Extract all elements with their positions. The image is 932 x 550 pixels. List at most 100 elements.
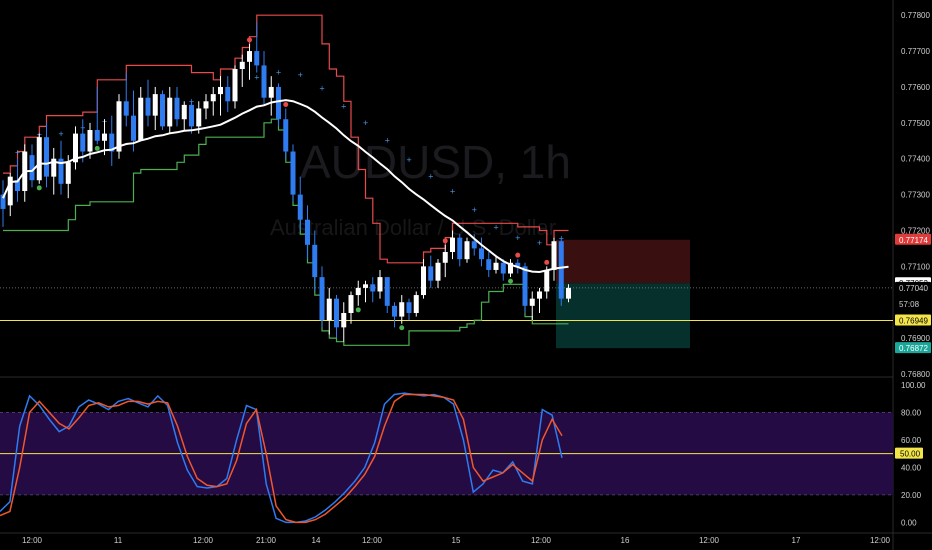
oscillator-midline-tag: 50.00 [895, 447, 923, 459]
candle-body [51, 158, 57, 177]
candle [123, 72, 129, 127]
candle [225, 76, 231, 113]
candle [406, 298, 412, 321]
candle-body [486, 259, 492, 270]
candle [326, 287, 332, 335]
candle [116, 94, 122, 159]
candle-body [551, 241, 557, 270]
price-tag: 0.77040 [895, 281, 931, 293]
oscillator-tick-label: 100.00 [901, 381, 926, 390]
price-tick-label: 0.77500 [901, 119, 930, 128]
candle [174, 86, 180, 127]
dotted-level-marker: + [254, 74, 260, 82]
candle-body [305, 219, 310, 245]
pivot-high-dot [442, 238, 448, 244]
candle-body [210, 94, 216, 102]
dotted-level-marker: + [493, 223, 499, 231]
candle-body [348, 295, 354, 313]
candle-body [435, 262, 441, 281]
candle [0, 180, 6, 227]
candle [544, 266, 550, 299]
candle [464, 237, 470, 263]
candle-body [384, 277, 390, 306]
oscillator-k-line [0, 392, 563, 524]
candle [312, 230, 318, 292]
candle [479, 237, 484, 267]
dotted-level-marker: + [15, 149, 21, 157]
candle-body [464, 241, 470, 260]
candle [413, 291, 419, 317]
time-tick-label: 12:00 [531, 536, 552, 545]
price-tag-label: 57:08 [899, 300, 920, 309]
candle [558, 237, 564, 306]
price-tag-label: 0.76949 [899, 317, 928, 326]
candle-body [203, 101, 209, 109]
candle-body [225, 86, 231, 102]
candle-body [65, 162, 71, 184]
moving-average-line [2, 99, 569, 274]
candle-body [341, 313, 347, 328]
candle [399, 295, 405, 324]
candle-body [515, 262, 521, 267]
pivot-high-dot [544, 259, 550, 265]
dotted-level-marker: + [384, 136, 390, 144]
price-tick-label: 0.77600 [901, 83, 930, 92]
dotted-level-marker: + [276, 68, 282, 76]
candle [334, 295, 339, 339]
oscillator-d-line [0, 393, 563, 524]
candle [283, 108, 289, 159]
candle-body [123, 101, 129, 116]
candle [94, 86, 100, 145]
candle-body [239, 61, 245, 69]
candle [102, 119, 107, 156]
time-tick-label: 11 [114, 536, 123, 545]
candle-body [196, 108, 202, 127]
candle [261, 51, 267, 105]
candle [442, 244, 448, 278]
time-tick-label: 12:00 [870, 536, 891, 545]
candle [131, 90, 136, 152]
candle [363, 280, 368, 303]
dotted-level-marker: + [428, 172, 434, 180]
candle-body [36, 137, 42, 181]
candle [7, 173, 13, 217]
candle [181, 101, 187, 130]
time-tick-label: 12:00 [22, 536, 43, 545]
pivot-low-dot [36, 185, 42, 191]
candle [73, 126, 78, 170]
candle [87, 122, 93, 159]
time-tick-label: 15 [452, 536, 461, 545]
candle [348, 291, 354, 324]
candle-body [94, 130, 100, 141]
price-tag: 0.76872 [895, 342, 931, 354]
candle [529, 291, 535, 321]
candle [297, 176, 303, 231]
price-tag-bg [895, 281, 931, 293]
dotted-level-marker: + [406, 156, 412, 164]
candle [493, 255, 499, 274]
price-tick-label: 0.77800 [901, 11, 930, 20]
candle [319, 266, 325, 328]
candle-body [152, 94, 158, 116]
candle [160, 90, 165, 130]
candle-body [232, 69, 238, 102]
candle-body [566, 287, 571, 299]
candle [522, 262, 528, 313]
candle [138, 86, 144, 141]
candle-body [87, 130, 93, 152]
dotted-level-marker: + [297, 71, 303, 79]
candle [254, 22, 260, 73]
candle-body [363, 284, 368, 288]
watermark-description: Australian Dollar / U.S. Dollar [270, 215, 556, 240]
candle-body [145, 97, 151, 116]
candle [276, 83, 281, 127]
candle [58, 140, 64, 195]
candle [218, 76, 223, 116]
dotted-level-marker: + [471, 206, 477, 214]
position-reward-zone [556, 283, 690, 349]
candle [566, 284, 571, 303]
candle-body [500, 262, 506, 274]
candle-body [102, 133, 107, 141]
candle [450, 230, 455, 260]
